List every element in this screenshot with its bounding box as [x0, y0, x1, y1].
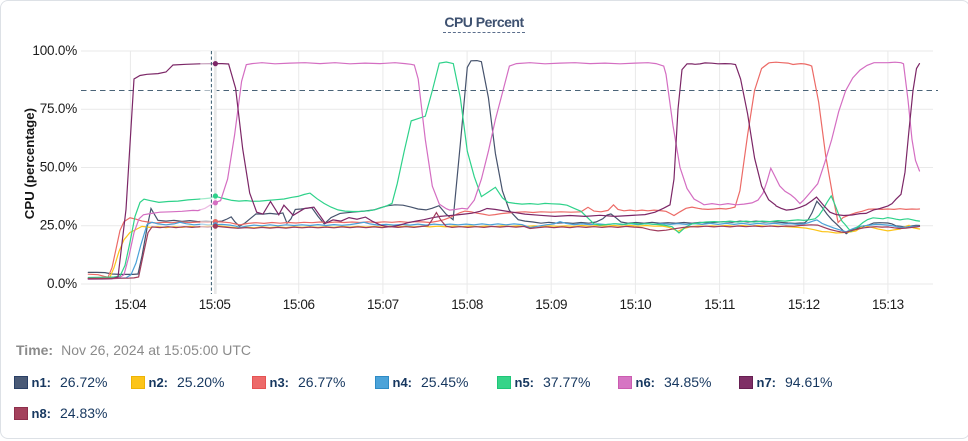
svg-text:50.0%: 50.0%	[40, 159, 77, 174]
svg-text:15:13: 15:13	[872, 297, 904, 312]
svg-text:0.0%: 0.0%	[47, 276, 77, 291]
svg-text:15:07: 15:07	[367, 297, 399, 312]
svg-text:15:10: 15:10	[620, 297, 652, 312]
svg-text:75.0%: 75.0%	[40, 101, 77, 116]
svg-text:CPU (percentage): CPU (percentage)	[22, 108, 37, 219]
svg-text:15:05: 15:05	[199, 297, 231, 312]
svg-text:100.0%: 100.0%	[32, 43, 77, 58]
svg-text:15:08: 15:08	[451, 297, 483, 312]
svg-text:15:12: 15:12	[788, 297, 820, 312]
svg-text:15:11: 15:11	[704, 297, 735, 312]
svg-text:15:06: 15:06	[283, 297, 315, 312]
svg-text:25.0%: 25.0%	[40, 218, 77, 233]
svg-text:15:04: 15:04	[115, 297, 148, 312]
svg-text:15:09: 15:09	[535, 297, 567, 312]
